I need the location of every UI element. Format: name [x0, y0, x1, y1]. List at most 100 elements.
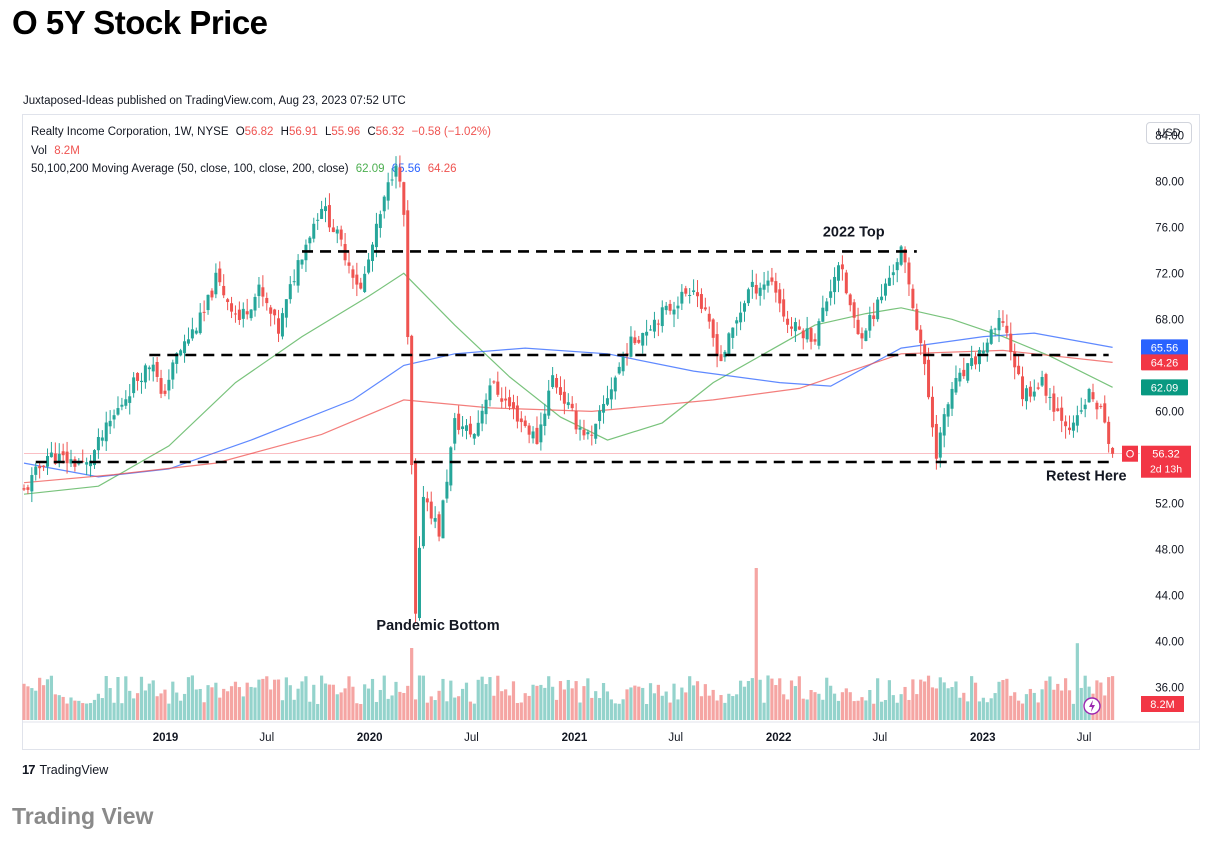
volume-bar — [1103, 695, 1107, 720]
tradingview-logo[interactable]: 17 TradingView — [22, 762, 108, 777]
volume-bar — [202, 702, 206, 720]
ma-label: 50,100,200 Moving Average (50, close, 10… — [31, 163, 349, 175]
candle-body — [277, 318, 281, 334]
price-tick-label: 36.00 — [1155, 682, 1184, 694]
candle-body — [320, 208, 324, 219]
volume-bar — [911, 679, 915, 720]
volume-bar — [852, 701, 856, 720]
candle-body — [218, 268, 222, 283]
volume-bar — [735, 694, 739, 720]
price-tick-label: 52.00 — [1155, 498, 1184, 510]
candle-body — [331, 227, 335, 233]
volume-bar — [938, 677, 942, 720]
volume-bar — [460, 688, 465, 720]
candle-body — [92, 450, 96, 466]
volume-bar — [633, 685, 637, 720]
price-tick-label: 76.00 — [1155, 222, 1184, 234]
candle-body — [476, 422, 480, 436]
volume-bar — [245, 682, 249, 720]
volume-bar — [617, 703, 621, 720]
volume-bar — [249, 686, 253, 720]
volume-bar — [942, 682, 946, 720]
volume-bar — [872, 703, 876, 720]
candle-body — [1028, 386, 1032, 397]
volume-bar — [457, 696, 461, 720]
volume-bar — [116, 677, 120, 720]
volume-bar — [237, 687, 241, 720]
candle-body — [942, 414, 946, 436]
volume-bar — [320, 675, 324, 720]
chart-frame[interactable] — [22, 114, 1200, 750]
volume-bar — [754, 568, 758, 720]
volume-bar — [351, 686, 355, 720]
volume-bar — [1099, 682, 1103, 720]
volume-bar — [809, 690, 813, 720]
candle-body — [805, 328, 809, 340]
volume-bar — [312, 684, 316, 720]
volume-bar — [382, 675, 386, 720]
volume-bar — [190, 675, 194, 720]
candle-body — [891, 272, 895, 276]
volume-bar — [488, 677, 492, 720]
candle-body — [895, 262, 899, 271]
volume-bar — [65, 703, 69, 720]
volume-bar — [316, 703, 320, 720]
candle-body — [139, 380, 143, 383]
volume-bar — [535, 685, 539, 720]
candle-body — [292, 281, 296, 283]
candle-body — [230, 303, 234, 312]
volume-bar — [891, 695, 895, 720]
volume-bar — [233, 681, 238, 720]
volume-bar — [652, 693, 657, 720]
candle-body — [347, 262, 351, 266]
candle-body — [570, 403, 574, 409]
candle-body — [100, 437, 104, 441]
volume-bar — [198, 688, 202, 720]
volume-bar — [261, 678, 265, 720]
volume-bar — [77, 700, 81, 720]
volume-bar — [437, 690, 441, 720]
candle-body — [449, 447, 453, 486]
candle-body — [421, 496, 425, 547]
candle-body — [927, 359, 931, 398]
volume-bar — [1052, 689, 1056, 720]
volume-bar — [1024, 694, 1029, 720]
volume-bar — [449, 680, 453, 720]
volume-bar — [750, 678, 754, 720]
candle-body — [85, 462, 89, 465]
volume-bar — [41, 685, 46, 720]
currency-button[interactable]: USD — [1146, 122, 1192, 144]
volume-bar — [934, 688, 938, 720]
candle-body — [265, 297, 269, 304]
volume-bar — [562, 689, 566, 720]
candle-body — [883, 283, 887, 296]
candle-body — [1048, 396, 1052, 398]
volume-bar — [417, 675, 422, 720]
vol-label: Vol — [31, 145, 47, 157]
volume-bar — [504, 689, 508, 720]
last-price-symbol-badge — [1122, 445, 1138, 462]
volume-bar — [406, 685, 410, 720]
candle-body — [946, 404, 950, 417]
candle-body — [284, 299, 288, 318]
volume-bar — [1075, 643, 1079, 720]
candle-body — [605, 398, 609, 405]
volume-bar — [163, 689, 167, 720]
time-tick-label: 2023 — [970, 732, 996, 744]
moving-average-line — [23, 349, 1113, 484]
time-tick-label: Jul — [1077, 732, 1092, 744]
time-tick-label: 2021 — [562, 732, 588, 744]
volume-bar — [343, 688, 347, 720]
candle-body — [699, 294, 703, 309]
volume-bar — [770, 678, 774, 720]
volume-bar — [539, 684, 543, 720]
tradingview-logo-text: TradingView — [39, 762, 109, 777]
candle-body — [1111, 447, 1115, 454]
volume-bar — [496, 675, 500, 720]
candle-body — [970, 358, 974, 366]
candle-body — [562, 391, 566, 404]
volume-bar — [668, 702, 672, 720]
candle-body — [852, 302, 856, 318]
last-price-badge — [1141, 445, 1191, 478]
ma200-value: 64.26 — [427, 163, 457, 175]
